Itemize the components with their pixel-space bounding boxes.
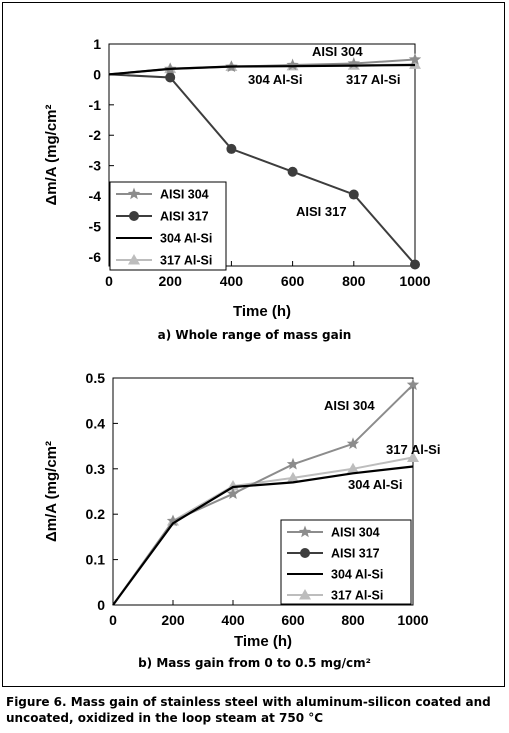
- chart-a-data-point: [410, 259, 420, 270]
- chart-b-annotation: AISI 304: [324, 398, 375, 413]
- chart-a-series-line: [108, 73, 416, 266]
- chart-b-legend-marker: [299, 589, 311, 600]
- chart-a-plot-border: [108, 43, 416, 267]
- chart-a: 0 200 400 600 800 1000 1 0 -1 -2 -3 -4 -5 -6 Time (h) Δ…: [43, 36, 431, 320]
- chart-a-legend-label: AISI 317: [160, 210, 209, 224]
- chart-a-data-point: [348, 189, 359, 200]
- chart-a-legend-label: 304 Al-Si: [160, 232, 212, 246]
- chart-b-y-tick-label: 0.5: [86, 370, 106, 386]
- chart-b-series-line: [112, 384, 414, 606]
- chart-a-legend-marker: [128, 254, 140, 265]
- chart-a-annotation: AISI 317: [296, 204, 347, 219]
- chart-a-legend-marker: [129, 211, 139, 221]
- chart-b-y-tick-label: 0.2: [86, 506, 106, 522]
- chart-a-y-tick-label: -6: [89, 249, 102, 265]
- chart-b-legend-label: AISI 317: [331, 547, 380, 561]
- chart-b-y-tick-label: 0.1: [86, 552, 106, 568]
- chart-a-data-point: [226, 143, 237, 154]
- chart-a-data-point: [408, 53, 422, 65]
- chart-a-x-tick-label: 200: [159, 273, 183, 289]
- chart-a-y-tick-label: -5: [89, 218, 102, 234]
- chart-a-y-tick-label: -2: [89, 127, 102, 143]
- chart-a-annotation: AISI 304: [312, 44, 363, 59]
- chart-b-x-tick-label: 400: [221, 612, 245, 628]
- chart-a-data-point: [347, 57, 360, 69]
- chart-b-y-tick-label: 0.3: [86, 461, 106, 477]
- chart-b-x-tick-label: 200: [161, 612, 185, 628]
- figure-frame: [2, 2, 505, 687]
- chart-a-x-tick-label: 0: [105, 273, 113, 289]
- chart-b-data-point: [347, 462, 359, 474]
- chart-a-y-tick-label: -1: [89, 97, 102, 113]
- chart-b-data-point: [287, 471, 299, 483]
- chart-b-series-line: [112, 465, 414, 606]
- chart-a-caption: a) Whole range of mass gain: [157, 328, 352, 342]
- chart-a-x-tick-label: 600: [281, 273, 305, 289]
- chart-b-data-point: [226, 487, 240, 499]
- figure-caption: Figure 6. Mass gain of stainless steel w…: [6, 695, 491, 725]
- chart-a-annotation: 317 Al-Si: [346, 72, 400, 87]
- chart-b-x-tick-label: 0: [109, 612, 117, 628]
- chart-a-legend-box: [109, 181, 227, 271]
- chart-a-y-tick-label: 1: [93, 36, 101, 52]
- chart-b-x-tick-label: 600: [281, 612, 305, 628]
- chart-b-legend-marker: [300, 548, 310, 558]
- chart-a-legend-label: AISI 304: [160, 188, 209, 202]
- chart-a-data-point: [287, 166, 298, 177]
- chart-a-y-tick-label: -4: [89, 188, 102, 204]
- chart-b-data-point: [346, 437, 360, 450]
- chart-a-x-tick-label: 400: [220, 273, 244, 289]
- chart-b-plot-border: [112, 377, 414, 606]
- chart-b: 0 200 400 600 800 1000 0.5 0.4 0.3 0.2 0.1 0 Time (h…: [43, 370, 440, 650]
- chart-b-y-tick-label: 0.4: [86, 415, 106, 431]
- chart-a-y-tick-label: 0: [93, 66, 101, 82]
- chart-a-data-point: [286, 58, 299, 71]
- chart-b-x-tick-label: 800: [341, 612, 365, 628]
- chart-a-x-tick-label: 800: [342, 273, 366, 289]
- chart-b-annotation: 317 Al-Si: [386, 442, 440, 457]
- chart-a-legend-marker: [127, 187, 141, 200]
- chart-a-annotation: 304 Al-Si: [248, 72, 302, 87]
- chart-b-data-point: [286, 457, 300, 470]
- chart-b-x-tick-label: 1000: [397, 612, 428, 628]
- chart-b-data-point: [166, 514, 180, 527]
- chart-b-legend-label: AISI 304: [331, 526, 380, 540]
- chart-b-legend-marker: [298, 525, 312, 538]
- chart-b-y-tick-label: 0: [97, 597, 105, 613]
- chart-a-x-axis-title: Time (h): [233, 303, 291, 320]
- chart-a-series-line: [108, 63, 416, 76]
- chart-b-x-axis-title: Time (h): [234, 633, 292, 650]
- chart-b-y-axis-title: Δm/A (mg/cm²: [43, 441, 60, 542]
- chart-b-annotation: 304 Al-Si: [348, 477, 402, 492]
- chart-b-data-point: [406, 378, 420, 391]
- chart-a-data-point: [409, 58, 421, 69]
- chart-b-caption: b) Mass gain from 0 to 0.5 mg/cm²: [138, 656, 371, 670]
- chart-a-x-tick-label: 1000: [399, 273, 430, 289]
- chart-b-data-point: [407, 451, 419, 462]
- chart-b-legend-label: 317 Al-Si: [331, 589, 383, 603]
- chart-a-data-point: [165, 72, 176, 83]
- chart-b-legend-label: 304 Al-Si: [331, 568, 383, 582]
- chart-a-y-tick-label: -3: [89, 158, 102, 174]
- chart-a-legend-label: 317 Al-Si: [160, 254, 212, 268]
- chart-a-y-axis-title: Δm/A (mg/cm²: [43, 104, 60, 205]
